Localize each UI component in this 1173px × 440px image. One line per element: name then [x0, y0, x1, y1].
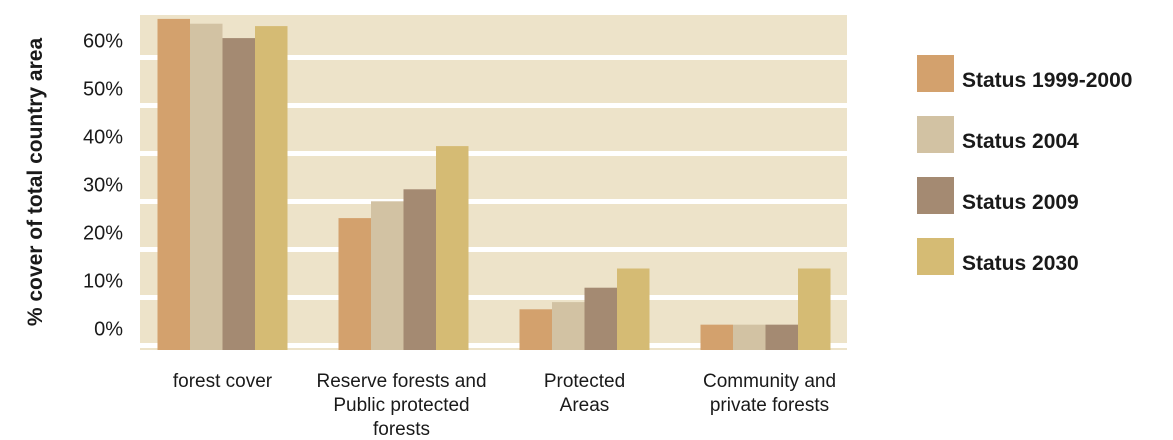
y-tick-label: 20% — [83, 223, 123, 245]
category-labels: forest cover Reserve forests and Public pr… — [173, 371, 836, 440]
category-label: Reserve forests and — [316, 371, 486, 392]
legend-swatch — [917, 177, 954, 214]
bar — [190, 23, 223, 350]
y-tick-label: 40% — [83, 127, 123, 149]
legend-label: Status 2009 — [962, 191, 1079, 214]
bar — [617, 268, 650, 350]
y-tick-label: 50% — [83, 79, 123, 101]
y-tick-label: 30% — [83, 175, 123, 197]
bar — [798, 268, 831, 350]
bar — [255, 26, 288, 350]
gridlines — [140, 55, 847, 348]
gridline — [140, 103, 847, 108]
bar — [157, 18, 190, 351]
legend-label: Status 2004 — [962, 130, 1079, 153]
bars — [157, 18, 831, 351]
gridline — [140, 199, 847, 204]
gridline — [140, 247, 847, 252]
legend-swatch — [917, 238, 954, 275]
category-label: forest cover — [173, 371, 273, 392]
gridline — [140, 343, 847, 348]
legend-label: Status 1999-2000 — [962, 69, 1132, 92]
bar — [700, 324, 733, 350]
bar — [552, 302, 585, 350]
bar — [371, 201, 404, 350]
legend-swatch — [917, 116, 954, 153]
y-tick-label: 0% — [94, 319, 123, 341]
category-label: private forests — [710, 395, 829, 416]
y-tick-labels: 60% 50% 40% 30% 20% 10% 0% — [83, 31, 123, 341]
category-label: Community and — [703, 371, 836, 392]
gridline — [140, 55, 847, 60]
bar — [338, 218, 371, 350]
bar — [222, 38, 255, 350]
bar — [733, 324, 766, 350]
bar — [584, 287, 617, 350]
legend-swatch — [917, 55, 954, 92]
y-tick-label: 60% — [83, 31, 123, 53]
category-label: forests — [373, 419, 430, 440]
category-label: Public protected — [333, 395, 469, 416]
bar — [765, 324, 798, 350]
y-tick-label: 10% — [83, 271, 123, 293]
legend-label: Status 2030 — [962, 252, 1079, 275]
gridline — [140, 151, 847, 156]
bar — [403, 189, 436, 350]
gridline — [140, 295, 847, 300]
bar — [436, 146, 469, 350]
category-label: Areas — [560, 395, 610, 416]
category-label: Protected — [544, 371, 625, 392]
y-axis-label: % cover of total country area — [24, 38, 47, 327]
bar — [519, 309, 552, 350]
legend: Status 1999-2000 Status 2004 Status 2009 St… — [917, 55, 1132, 275]
